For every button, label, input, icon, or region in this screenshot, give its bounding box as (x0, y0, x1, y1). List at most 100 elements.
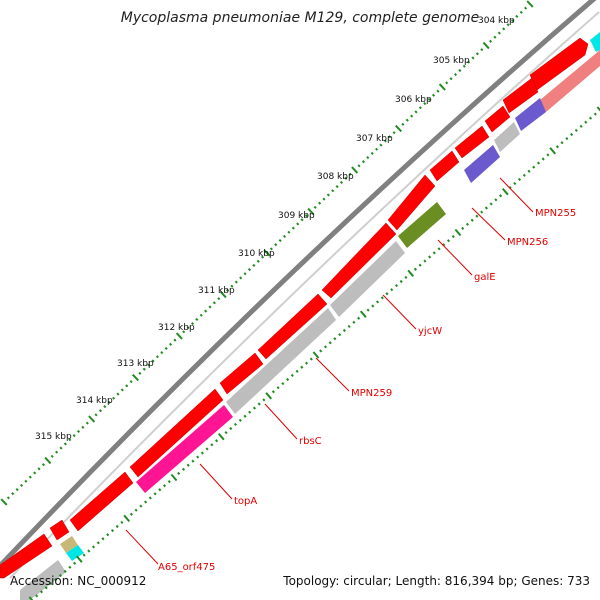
major-tick (265, 392, 273, 400)
minor-tick (243, 272, 247, 276)
minor-tick (499, 194, 503, 198)
minor-tick (115, 524, 119, 529)
minor-tick (338, 333, 342, 337)
gene-label-mpn259[interactable]: MPN259 (351, 388, 392, 399)
minor-tick (442, 243, 446, 247)
kbp-label: 305 kbp (433, 56, 470, 66)
major-tick (526, 0, 534, 8)
minor-tick (120, 520, 124, 524)
cds-feature-blue-mpn255[interactable] (515, 98, 546, 131)
minor-tick (282, 234, 287, 238)
minor-tick (186, 326, 190, 330)
reverse-strand-track (20, 32, 600, 600)
minor-tick (94, 413, 98, 417)
minor-tick (506, 23, 510, 27)
minor-tick (392, 131, 396, 135)
minor-tick (401, 122, 405, 126)
minor-tick (208, 305, 212, 309)
minor-tick (342, 328, 346, 333)
minor-tick (532, 165, 536, 169)
minor-tick (68, 565, 72, 569)
minor-tick (413, 267, 417, 271)
minor-tick (76, 429, 81, 433)
minor-tick (432, 251, 436, 255)
minor-tick (63, 442, 67, 446)
cds-feature[interactable] (69, 471, 134, 532)
minor-tick (418, 106, 422, 110)
minor-tick (414, 110, 418, 114)
minor-tick (252, 406, 257, 410)
cds-feature-olive-gale[interactable] (398, 202, 446, 248)
cds-feature[interactable] (454, 125, 490, 159)
cds-feature-cyan-small[interactable] (66, 545, 84, 561)
genome-backbone (0, 0, 597, 570)
minor-tick (313, 205, 317, 209)
cds-feature-gray[interactable] (494, 122, 520, 152)
cds-feature[interactable] (429, 150, 460, 182)
inner-tick-ring (28, 106, 600, 600)
minor-tick (357, 164, 361, 168)
gene-label-gale[interactable]: galE (474, 272, 496, 283)
minor-tick (58, 573, 62, 578)
minor-tick (510, 19, 515, 23)
cds-feature[interactable] (49, 519, 70, 541)
minor-tick (129, 380, 133, 384)
cds-feature-gray-mpn259[interactable] (226, 308, 336, 414)
minor-tick (348, 172, 352, 176)
cds-feature[interactable] (129, 388, 224, 478)
cds-feature[interactable] (219, 352, 264, 395)
major-tick (407, 269, 415, 278)
cds-feature-tan[interactable] (60, 536, 78, 553)
gene-label-topa[interactable]: topA (234, 496, 257, 507)
gene-label-a65-orf475[interactable]: A65_orf475 (158, 562, 215, 573)
cds-feature-gray-bottom[interactable] (20, 560, 66, 600)
minor-tick (147, 363, 151, 367)
cds-feature-blue-mpn256[interactable] (464, 145, 500, 183)
cds-feature[interactable] (484, 105, 511, 133)
minor-tick (322, 197, 326, 201)
minor-tick (488, 39, 493, 43)
major-tick (44, 456, 52, 465)
cds-feature-gray-yjcw[interactable] (330, 241, 405, 317)
cds-feature[interactable] (257, 293, 328, 360)
gene-label-yjcw[interactable]: yjcW (418, 326, 442, 337)
cds-feature[interactable] (321, 222, 397, 299)
minor-tick (508, 186, 512, 190)
minor-tick (502, 27, 506, 31)
cds-feature[interactable] (387, 174, 436, 231)
minor-tick (375, 300, 380, 304)
minor-tick (261, 255, 265, 259)
minor-tick (470, 218, 474, 222)
cds-feature[interactable] (502, 77, 539, 114)
minor-tick (181, 467, 186, 471)
minor-tick (72, 434, 76, 438)
minor-tick (129, 512, 133, 516)
minor-tick (239, 276, 243, 280)
minor-tick (269, 247, 273, 251)
major-tick (312, 351, 320, 359)
minor-tick (497, 31, 501, 35)
minor-tick (287, 230, 291, 234)
cds-feature-cyan[interactable] (590, 32, 600, 52)
cds-feature-magenta-topa[interactable] (136, 405, 233, 493)
minor-tick (230, 284, 234, 288)
minor-tick (59, 446, 63, 450)
gene-label-rbsc[interactable]: rbsC (299, 436, 322, 447)
minor-tick (379, 143, 383, 147)
cds-feature-salmon[interactable] (540, 50, 600, 112)
minor-tick (522, 173, 526, 177)
minor-tick (11, 492, 15, 496)
gene-label-mpn255[interactable]: MPN255 (535, 208, 576, 219)
minor-tick (493, 35, 497, 39)
minor-tick (296, 222, 300, 226)
minor-tick (565, 137, 569, 141)
cds-feature[interactable] (0, 533, 53, 579)
minor-tick (390, 288, 394, 292)
minor-tick (570, 132, 574, 137)
minor-tick (388, 135, 392, 139)
minor-tick (164, 346, 168, 350)
major-tick (351, 166, 359, 174)
minor-tick (182, 330, 186, 334)
minor-tick (186, 463, 190, 467)
gene-label-mpn256[interactable]: MPN256 (507, 237, 548, 248)
